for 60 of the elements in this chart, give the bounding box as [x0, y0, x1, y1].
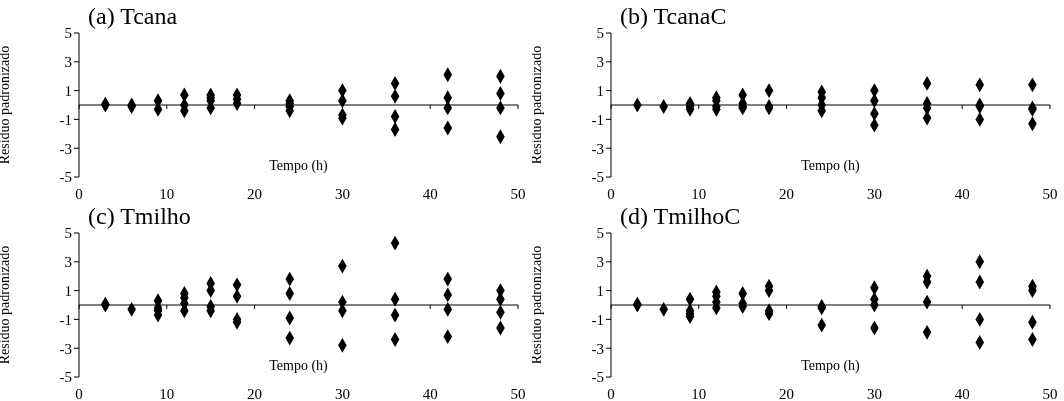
x-tick-label: 0 — [75, 186, 83, 202]
x-tick-label: 0 — [607, 186, 615, 202]
y-tick-label: -5 — [59, 169, 72, 186]
y-tick-label: 3 — [596, 54, 604, 71]
y-tick-label: -5 — [591, 169, 604, 186]
chart-title: (c) Tmilho — [88, 203, 191, 230]
x-tick-label: 30 — [866, 386, 882, 401]
x-tick-label: 0 — [607, 386, 615, 401]
y-tick-label: 3 — [596, 254, 604, 271]
x-tick-label: 20 — [247, 386, 263, 401]
x-tick-label: 20 — [779, 386, 795, 401]
x-axis-title: Tempo (h) — [800, 358, 861, 374]
y-axis-title: Resíduo padronizado — [0, 245, 12, 365]
x-tick-label: 40 — [954, 186, 970, 202]
chart-title: (d) TmilhoC — [620, 203, 741, 230]
x-tick-label: 40 — [954, 386, 970, 401]
x-tick-label: 40 — [422, 186, 438, 202]
y-tick-label: -1 — [59, 311, 72, 328]
x-tick-label: 0 — [75, 386, 83, 401]
y-tick-label: -1 — [591, 111, 604, 128]
y-tick-label: -1 — [59, 111, 72, 128]
x-tick-label: 10 — [691, 386, 707, 401]
x-tick-label: 50 — [510, 386, 526, 401]
x-tick-label: 50 — [1042, 186, 1058, 202]
y-tick-label: 1 — [64, 82, 72, 99]
y-tick-label: -5 — [591, 369, 604, 386]
y-axis-title: Resíduo padronizado — [528, 245, 544, 365]
x-tick-label: 10 — [691, 186, 707, 202]
y-tick-label: -3 — [591, 140, 604, 157]
x-axis-title: Tempo (h) — [268, 158, 329, 174]
y-tick-label: 3 — [64, 54, 72, 71]
y-tick-label: 5 — [64, 225, 72, 242]
x-tick-label: 20 — [247, 186, 263, 202]
y-tick-label: 5 — [596, 25, 604, 42]
y-tick-label: 1 — [596, 282, 604, 299]
x-tick-label: 30 — [334, 386, 350, 401]
y-tick-label: -3 — [59, 340, 72, 357]
x-tick-label: 50 — [1042, 386, 1058, 401]
y-tick-label: -3 — [59, 140, 72, 157]
x-axis-title: Tempo (h) — [268, 358, 329, 374]
y-axis-title: Resíduo padronizado — [0, 45, 12, 165]
x-tick-label: 10 — [159, 386, 175, 401]
y-tick-label: 5 — [596, 225, 604, 242]
x-tick-label: 30 — [334, 186, 350, 202]
x-tick-label: 10 — [159, 186, 175, 202]
y-tick-label: 5 — [64, 25, 72, 42]
y-tick-label: 1 — [596, 82, 604, 99]
y-axis-title: Resíduo padronizado — [528, 45, 544, 165]
y-tick-label: -1 — [591, 311, 604, 328]
y-tick-label: -5 — [59, 369, 72, 386]
x-axis-title: Tempo (h) — [800, 158, 861, 174]
y-tick-label: 1 — [64, 282, 72, 299]
y-tick-label: 3 — [64, 254, 72, 271]
x-tick-label: 40 — [422, 386, 438, 401]
x-tick-label: 50 — [510, 186, 526, 202]
x-tick-label: 30 — [866, 186, 882, 202]
x-tick-label: 20 — [779, 186, 795, 202]
y-tick-label: -3 — [591, 340, 604, 357]
chart-title: (a) Tcana — [88, 3, 178, 30]
chart-title: (b) TcanaC — [620, 3, 727, 30]
